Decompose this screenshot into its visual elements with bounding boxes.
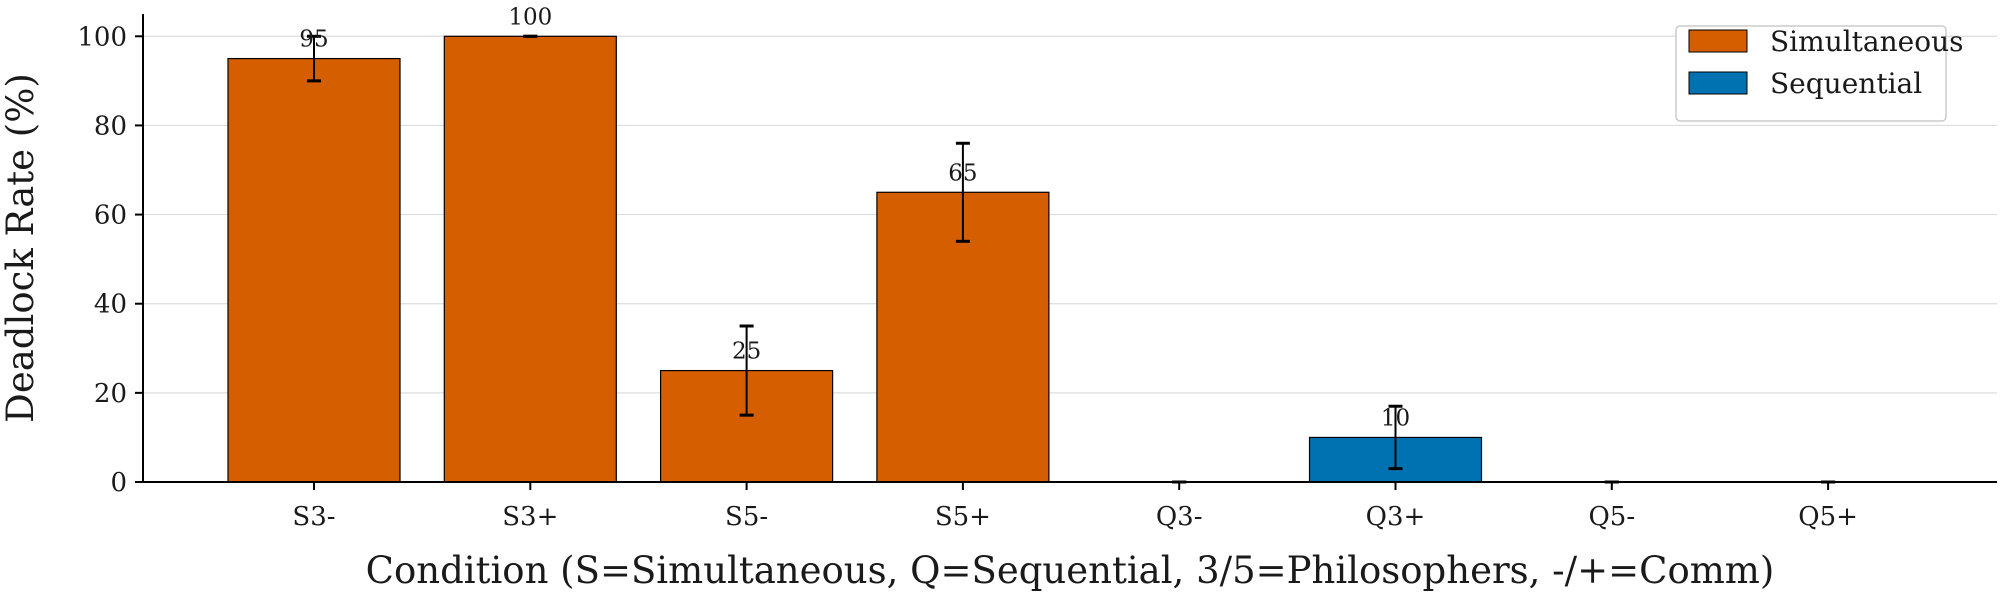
error-bar-S5+ bbox=[955, 141, 970, 243]
y-tick-label: 100 bbox=[77, 22, 127, 52]
x-ticks: S3- S3+ S5- S5+ Q3- Q3+ Q5- Q5+ bbox=[292, 482, 1858, 532]
y-axis-title: Deadlock Rate (%) bbox=[0, 73, 42, 423]
y-tick-label: 80 bbox=[94, 111, 127, 141]
error-bar-S5- bbox=[739, 324, 754, 417]
x-tick-label-S3+: S3+ bbox=[502, 502, 558, 532]
bar-S5+ bbox=[876, 191, 1050, 483]
bars bbox=[227, 35, 1483, 483]
x-tick-label-Q3-: Q3- bbox=[1156, 502, 1203, 532]
y-tick-label: 60 bbox=[94, 201, 127, 231]
y-ticks: 0 20 40 60 80 100 bbox=[77, 22, 143, 498]
legend-label-simultaneous: Simultaneous bbox=[1770, 25, 1963, 58]
legend: Simultaneous Sequential bbox=[1675, 25, 1963, 122]
legend-swatch-simultaneous bbox=[1688, 29, 1748, 53]
x-tick-label-S3-: S3- bbox=[292, 502, 335, 532]
data-label-Q3+: 10 bbox=[1381, 405, 1410, 431]
y-tick-label: 40 bbox=[94, 290, 127, 320]
x-tick-label-S5-: S5- bbox=[725, 502, 768, 532]
y-tick-label: 20 bbox=[94, 379, 127, 409]
x-tick-label-Q5+: Q5+ bbox=[1798, 502, 1858, 532]
bar-S3+ bbox=[443, 35, 617, 483]
data-labels: 95 100 25 65 10 bbox=[299, 4, 1410, 431]
data-label-S5-: 25 bbox=[732, 339, 761, 365]
x-tick-label-S5+: S5+ bbox=[935, 502, 991, 532]
bar-S3- bbox=[227, 57, 401, 483]
error-bar-Q3+ bbox=[1388, 404, 1403, 471]
y-tick-label: 0 bbox=[110, 468, 127, 498]
data-label-S3+: 100 bbox=[508, 4, 552, 30]
legend-label-sequential: Sequential bbox=[1770, 67, 1922, 100]
x-axis-title: Condition (S=Simultaneous, Q=Sequential,… bbox=[366, 549, 1775, 592]
data-label-S3-: 95 bbox=[299, 27, 328, 53]
x-tick-label-Q5-: Q5- bbox=[1588, 502, 1635, 532]
x-tick-label-Q3+: Q3+ bbox=[1366, 502, 1426, 532]
legend-swatch-sequential bbox=[1688, 71, 1748, 95]
data-label-S5+: 65 bbox=[948, 160, 977, 186]
axes bbox=[142, 14, 1997, 483]
error-bar-S3- bbox=[307, 34, 321, 83]
